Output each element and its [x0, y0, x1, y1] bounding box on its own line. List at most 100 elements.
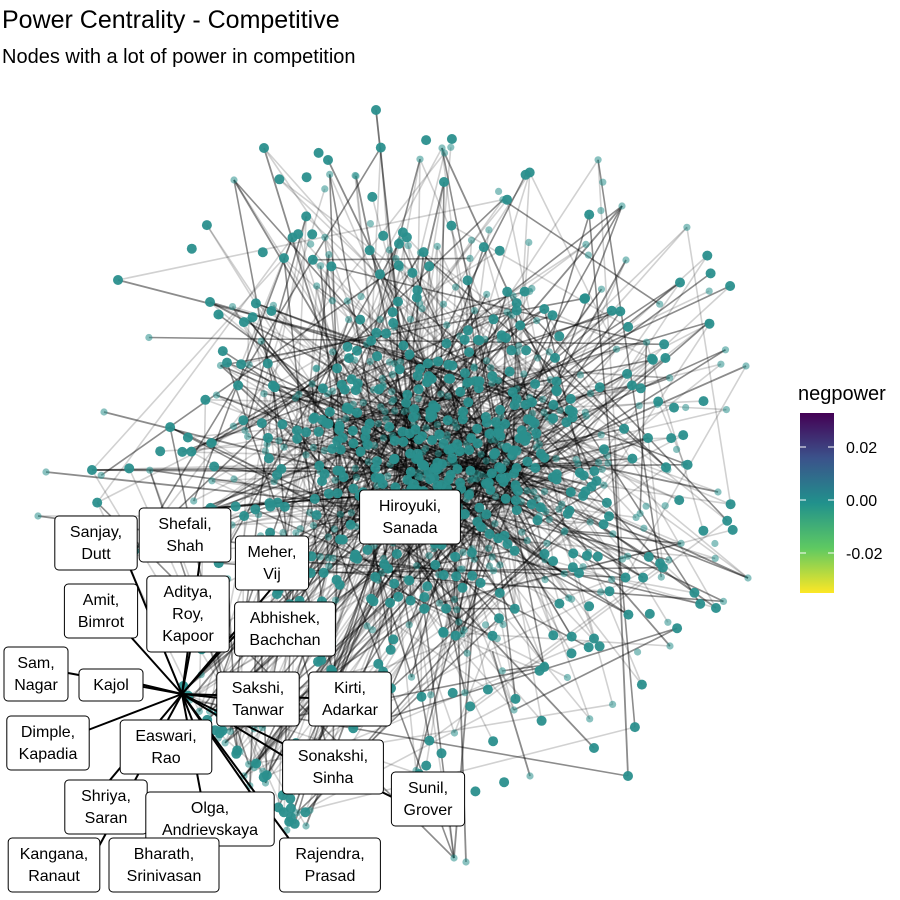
network-node: [717, 360, 725, 368]
network-node: [623, 771, 633, 781]
node-label: Meher, Vij: [234, 535, 310, 591]
network-node: [620, 572, 631, 583]
network-node: [397, 227, 408, 238]
network-node: [568, 548, 579, 559]
network-node: [451, 571, 462, 582]
network-edge: [313, 254, 330, 418]
network-node: [309, 412, 320, 423]
network-node: [342, 341, 353, 352]
node-label-text: Rao: [151, 750, 180, 767]
network-node: [301, 172, 312, 183]
network-node: [318, 567, 329, 578]
network-node: [321, 233, 329, 241]
network-node: [642, 338, 651, 346]
network-edge: [499, 337, 507, 437]
network-node: [357, 293, 365, 301]
node-label: Kangana, Ranaut: [7, 837, 101, 893]
network-edge: [427, 362, 538, 500]
network-node: [666, 374, 674, 382]
node-label: Abhishek, Bachchan: [234, 601, 336, 657]
node-label-text: Sinha: [313, 770, 354, 787]
network-edge: [117, 198, 504, 281]
node-label-text: Saran: [85, 810, 128, 827]
network-edge: [408, 353, 610, 517]
network-node: [300, 807, 311, 818]
network-node: [462, 858, 470, 866]
network-node: [328, 297, 336, 305]
network-node: [521, 345, 532, 356]
network-edge: [454, 431, 491, 636]
network-node: [391, 360, 399, 368]
network-edge: [263, 147, 629, 557]
network-node: [470, 363, 478, 371]
network-node: [355, 446, 366, 457]
network-node: [436, 599, 444, 607]
network-node: [404, 242, 412, 250]
network-node: [494, 613, 504, 624]
network-node: [262, 358, 273, 369]
network-node: [401, 397, 412, 408]
network-node: [669, 402, 679, 413]
network-node: [548, 556, 559, 567]
network-node: [302, 822, 310, 830]
network-edge: [540, 357, 666, 455]
network-edge: [339, 258, 397, 540]
network-node: [257, 337, 265, 345]
network-node: [463, 397, 474, 408]
network-edge: [597, 159, 624, 560]
network-node: [636, 679, 647, 690]
network-edge: [324, 237, 356, 558]
network-edge: [358, 158, 421, 390]
network-edge: [494, 440, 526, 524]
network-edge: [350, 174, 527, 514]
network-node: [311, 510, 322, 521]
network-node: [491, 520, 499, 528]
network-node: [97, 471, 105, 479]
network-node: [312, 365, 320, 373]
network-edge: [493, 432, 516, 609]
network-node: [615, 306, 626, 317]
network-node: [494, 462, 504, 473]
network-node: [442, 415, 453, 426]
network-node: [496, 561, 504, 569]
network-node: [583, 642, 594, 653]
network-node: [212, 391, 221, 399]
network-node: [263, 432, 273, 443]
network-node: [562, 508, 573, 519]
network-node: [574, 467, 585, 478]
network-node: [627, 453, 638, 464]
network-edge: [639, 342, 648, 514]
network-node: [313, 426, 324, 437]
network-edge: [512, 310, 518, 451]
network-node: [402, 389, 413, 400]
network-node: [241, 426, 249, 434]
network-node: [655, 558, 666, 569]
legend-tick: 0.00: [846, 493, 877, 510]
network-edge: [393, 339, 480, 460]
network-node: [359, 399, 367, 407]
network-node: [276, 464, 287, 474]
network-node: [279, 253, 289, 264]
network-node: [42, 468, 50, 476]
network-node: [221, 739, 229, 747]
network-node: [582, 240, 590, 248]
network-node: [182, 432, 193, 443]
network-node: [698, 396, 709, 407]
network-edge: [524, 349, 726, 442]
legend-tick: -0.02: [846, 546, 883, 563]
chart-subtitle: Nodes with a lot of power in competition: [2, 46, 356, 68]
network-node: [334, 534, 345, 545]
network-node: [643, 433, 653, 443]
network-node: [629, 722, 640, 733]
network-edge: [468, 449, 507, 463]
network-node: [377, 403, 385, 411]
network-node: [477, 513, 485, 521]
network-node: [292, 425, 302, 436]
network-node: [201, 220, 212, 231]
network-edge: [475, 389, 557, 474]
network-node: [564, 405, 575, 415]
network-node: [492, 493, 500, 501]
network-node: [313, 147, 324, 158]
network-node: [495, 187, 503, 195]
network-edge: [346, 264, 400, 302]
